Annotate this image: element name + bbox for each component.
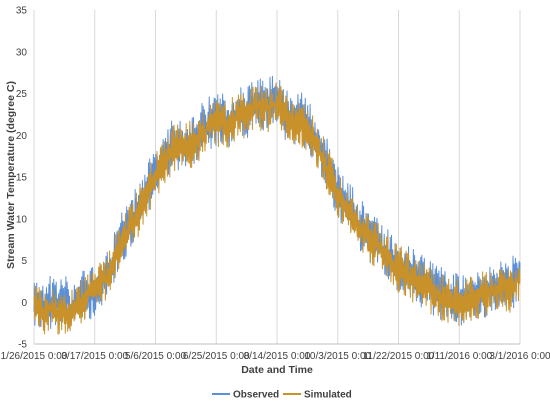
y-tick-label: 20 [16,131,28,142]
x-tick-label: 1/11/2016 0:00 [426,351,492,362]
y-tick-label: 30 [16,47,28,58]
y-tick-label: 35 [16,6,28,17]
y-tick-label: -5 [18,340,27,351]
legend-label-observed: Observed [233,390,279,401]
legend: Observed Simulated [212,390,352,401]
x-axis: 1/26/2015 0:003/17/2015 0:005/6/2015 0:0… [1,351,550,362]
x-tick-label: 5/6/2015 0:00 [125,351,187,362]
y-tick-label: 15 [16,173,28,184]
x-tick-label: 6/25/2015 0:00 [183,351,250,362]
x-tick-label: 3/1/2016 0:00 [489,351,550,362]
y-tick-label: 25 [16,89,28,100]
y-tick-label: 0 [21,298,27,309]
x-axis-title: Date and Time [241,364,313,376]
x-tick-label: 3/17/2015 0:00 [61,351,128,362]
x-tick-label: 1/26/2015 0:00 [1,351,68,362]
series-layer [33,75,521,335]
y-tick-label: 10 [16,214,28,225]
y-tick-label: 5 [21,256,27,267]
series-line-simulated [33,82,521,335]
x-tick-label: 10/3/2015 0:00 [304,351,371,362]
legend-label-simulated: Simulated [304,390,352,401]
x-tick-label: 8/14/2015 0:00 [244,351,311,362]
y-axis: -5 0 5 10 15 20 25 30 35 [16,6,28,351]
x-tick-label: 11/22/2015 0:00 [363,351,435,362]
y-axis-title: Stream Water Temperature (degree C) [5,81,17,269]
